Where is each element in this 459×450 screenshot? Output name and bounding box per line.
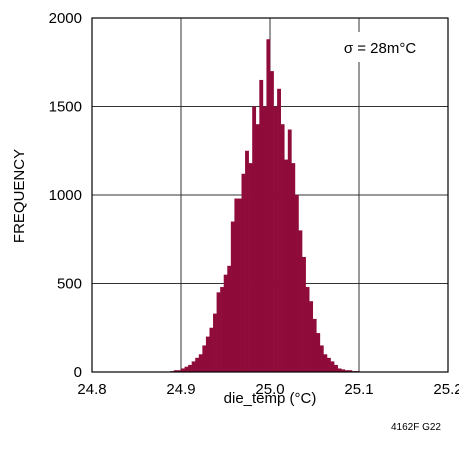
histogram-bar [230, 221, 235, 372]
histogram-bar [255, 124, 260, 372]
histogram-bar [245, 150, 249, 372]
histogram-bar [202, 345, 207, 372]
histogram-bar [209, 327, 214, 372]
x-tick-label: 25.1 [344, 381, 373, 398]
histogram-bar [198, 354, 203, 372]
histogram-bar [220, 287, 225, 372]
histogram-bar [305, 287, 310, 372]
x-tick-label: 25.2 [433, 381, 459, 398]
y-tick-label: 1500 [49, 99, 82, 116]
histogram-bar [312, 318, 317, 372]
histogram-bar [241, 173, 246, 372]
histogram-bar [277, 88, 281, 373]
histogram-bar [294, 195, 299, 372]
bars-layer [170, 39, 360, 373]
y-tick-label: 2000 [49, 10, 82, 27]
histogram-bar [205, 336, 210, 372]
histogram-bar [266, 39, 271, 373]
histogram-bar [262, 106, 267, 372]
histogram-bar [344, 370, 349, 372]
y-tick-labels: 0 500 1000 1500 2000 [49, 10, 82, 381]
histogram-bar [302, 256, 306, 372]
histogram-bar [326, 357, 331, 372]
sigma-annotation: σ = 28m°C [344, 40, 417, 57]
histogram-bar [216, 292, 221, 372]
histogram-bar [316, 333, 321, 372]
histogram-bar [195, 357, 200, 372]
histogram-bar [341, 369, 346, 372]
x-axis-title: die_temp (°C) [224, 390, 317, 407]
figure-id: 4162F G22 [391, 422, 441, 433]
histogram-bar [184, 366, 189, 372]
histogram-bar [223, 274, 228, 372]
histogram-bar [273, 106, 278, 372]
histogram-bar [248, 163, 253, 372]
histogram-bar [280, 124, 285, 372]
x-tick-label: 24.8 [77, 381, 106, 398]
histogram-bar [337, 368, 342, 372]
y-tick-label: 1000 [49, 187, 82, 204]
histogram-bar [287, 129, 292, 372]
plot-border [91, 17, 449, 373]
histogram-bar [323, 354, 328, 372]
histogram-bar [334, 364, 338, 372]
y-axis-title: FREQUENCY [11, 149, 28, 243]
histogram-bar [319, 345, 324, 372]
plot-frame [91, 17, 449, 373]
histogram-bar [181, 368, 185, 372]
histogram-bar [270, 71, 274, 372]
histogram-bar [191, 361, 196, 372]
histogram-bar [252, 106, 257, 372]
x-tick-label: 24.9 [166, 381, 195, 398]
histogram-bar [234, 198, 239, 372]
histogram-bar [188, 364, 192, 372]
histogram-bar [177, 370, 182, 372]
histogram-bar [291, 163, 296, 372]
histogram-bar [173, 370, 178, 372]
annotation-background [330, 32, 430, 62]
y-tick-label: 500 [57, 276, 82, 293]
histogram-bar [309, 301, 314, 372]
histogram-bar [213, 313, 217, 372]
histogram-bar [298, 230, 303, 372]
histogram-bar [237, 198, 242, 372]
x-tick-labels: 24.8 24.9 25.0 25.1 25.2 [77, 381, 459, 398]
histogram-bar [259, 79, 264, 372]
histogram-bar [348, 370, 353, 372]
histogram-bar [330, 361, 335, 372]
y-tick-label: 0 [74, 364, 82, 381]
x-tick-label: 25.0 [255, 381, 284, 398]
histogram-bar [227, 265, 232, 372]
histogram-bar [284, 159, 289, 372]
